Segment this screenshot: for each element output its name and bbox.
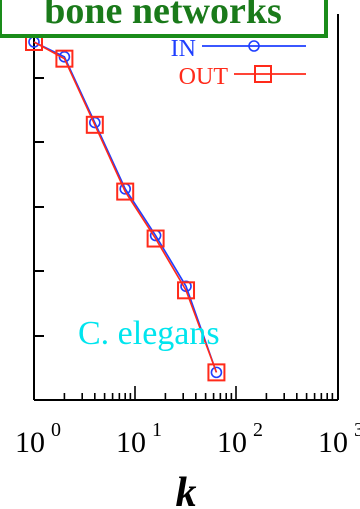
- legend-marker-in: [248, 40, 260, 52]
- legend-marker-out: [254, 65, 272, 83]
- x-axis-label: k: [176, 470, 197, 509]
- data-point-out: [85, 115, 104, 134]
- data-point-in: [210, 366, 223, 379]
- data-point-out: [177, 281, 196, 300]
- x-tick-label-exponent: 2: [253, 419, 263, 441]
- x-tick-label: 10: [116, 426, 146, 459]
- series-line-in: [33, 41, 218, 373]
- series-line-out: [33, 41, 218, 373]
- chart-annotation: C. elegans: [78, 315, 220, 352]
- legend-label-out: OUT: [179, 64, 229, 90]
- axes-group: [33, 14, 339, 401]
- data-point-out: [207, 363, 226, 382]
- legend-label-in: IN: [171, 36, 196, 62]
- chart-title-box: bone networks: [0, 0, 328, 38]
- data-point-out: [55, 49, 74, 68]
- x-tick-label: 10: [217, 426, 247, 459]
- x-tick-label-exponent: 3: [354, 419, 360, 441]
- chart-title: bone networks: [44, 0, 282, 32]
- x-tick-label: 10: [15, 426, 45, 459]
- data-point-out: [116, 182, 135, 201]
- x-tick-labels: 10 0 10 1 10 2 10 3: [15, 419, 360, 459]
- data-point-out: [146, 229, 165, 248]
- x-tick-label-exponent: 1: [152, 419, 162, 441]
- x-tick-label-exponent: 0: [51, 419, 61, 441]
- x-tick-label: 10: [318, 426, 348, 459]
- legend: IN OUT: [171, 36, 306, 90]
